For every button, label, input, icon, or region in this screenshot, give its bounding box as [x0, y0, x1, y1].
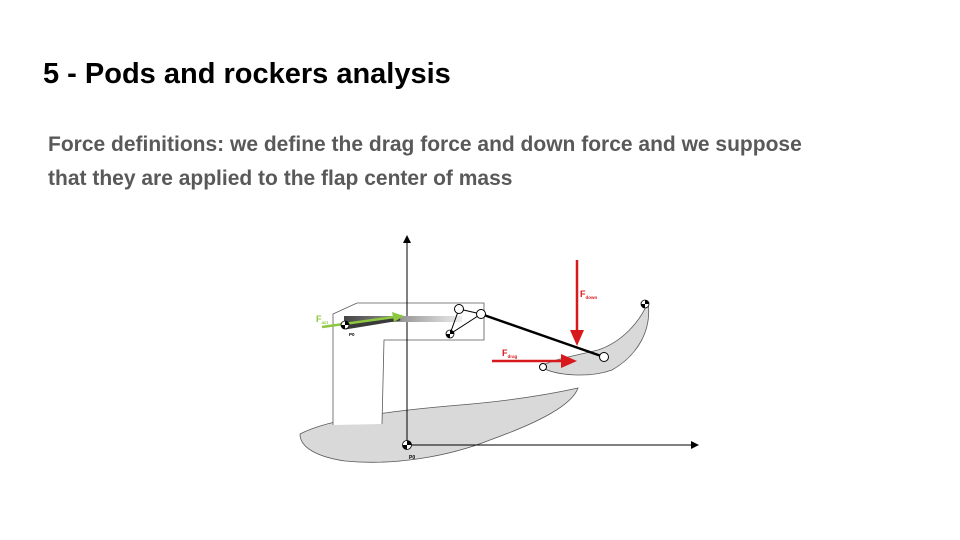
pod-origin-label: P0 — [349, 332, 355, 337]
pivot-rocker-right — [476, 309, 486, 319]
actuator-rod-shadow — [344, 316, 462, 322]
body-line-1: Force definitions: we define the drag fo… — [48, 133, 802, 156]
down-force-label: Fdown — [580, 289, 597, 300]
center-of-mass-icon-origin — [402, 440, 412, 450]
center-of-mass-icon-flap — [640, 299, 650, 309]
actuator-force-arrowhead — [392, 312, 404, 322]
origin-label: P0 — [409, 455, 415, 461]
push-rod — [480, 312, 605, 359]
center-of-mass-icon-rocker — [445, 329, 455, 339]
slide-title: 5 - Pods and rockers analysis — [43, 58, 451, 90]
actuator-force-arrow — [321, 314, 403, 329]
pivot-flap-rod — [599, 352, 609, 362]
center-of-mass-icon-pod — [340, 320, 350, 330]
actuator-force-label: Fact — [316, 314, 329, 325]
flap-profile — [540, 300, 650, 376]
pivot-flap-left — [539, 363, 547, 371]
drag-force-label: Fdrag — [502, 348, 518, 359]
main-wing-profile — [299, 387, 579, 463]
slide-body-text: Force definitions: we define the drag fo… — [48, 128, 928, 196]
pivot-rocker-top — [454, 304, 464, 314]
down-force-arrowhead — [570, 330, 584, 346]
body-line-2: that they are applied to the flap center… — [48, 167, 513, 190]
drag-force-arrowhead — [561, 354, 577, 368]
actuator-rod — [344, 315, 401, 330]
rocker-linkage — [449, 308, 483, 336]
